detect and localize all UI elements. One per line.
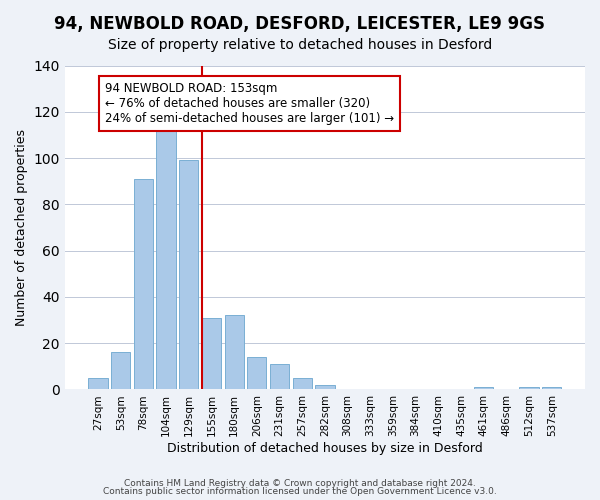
Text: 94, NEWBOLD ROAD, DESFORD, LEICESTER, LE9 9GS: 94, NEWBOLD ROAD, DESFORD, LEICESTER, LE… — [55, 15, 545, 33]
X-axis label: Distribution of detached houses by size in Desford: Distribution of detached houses by size … — [167, 442, 483, 455]
Bar — [474, 387, 493, 390]
Bar — [224, 316, 244, 390]
Bar — [202, 318, 221, 390]
Bar — [111, 352, 130, 390]
Bar — [293, 378, 312, 390]
Bar — [542, 387, 562, 390]
Bar — [247, 357, 266, 390]
Bar — [88, 378, 108, 390]
Bar — [157, 124, 176, 390]
Y-axis label: Number of detached properties: Number of detached properties — [15, 129, 28, 326]
Bar — [315, 385, 335, 390]
Bar — [134, 179, 153, 390]
Bar — [520, 387, 539, 390]
Text: 94 NEWBOLD ROAD: 153sqm
← 76% of detached houses are smaller (320)
24% of semi-d: 94 NEWBOLD ROAD: 153sqm ← 76% of detache… — [105, 82, 394, 124]
Text: Contains public sector information licensed under the Open Government Licence v3: Contains public sector information licen… — [103, 487, 497, 496]
Text: Size of property relative to detached houses in Desford: Size of property relative to detached ho… — [108, 38, 492, 52]
Text: Contains HM Land Registry data © Crown copyright and database right 2024.: Contains HM Land Registry data © Crown c… — [124, 478, 476, 488]
Bar — [179, 160, 199, 390]
Bar — [270, 364, 289, 390]
